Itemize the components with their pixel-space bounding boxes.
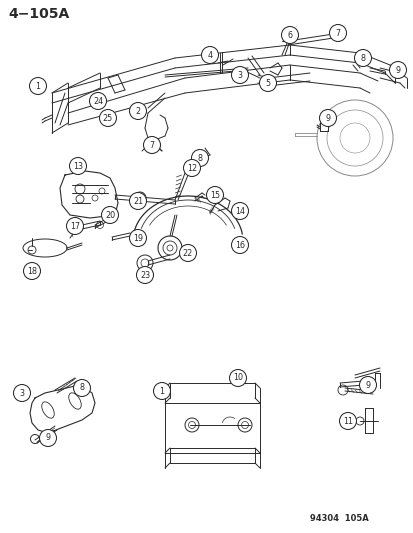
Text: 18: 18 — [27, 266, 37, 276]
Text: 24: 24 — [93, 96, 103, 106]
Circle shape — [329, 25, 346, 42]
Circle shape — [143, 136, 160, 154]
Text: 8: 8 — [360, 53, 365, 62]
Circle shape — [129, 230, 146, 246]
Circle shape — [201, 46, 218, 63]
Circle shape — [206, 187, 223, 204]
Text: 23: 23 — [140, 271, 150, 279]
Circle shape — [69, 157, 86, 174]
Text: 12: 12 — [187, 164, 197, 173]
Text: 6: 6 — [287, 30, 292, 39]
Text: 3: 3 — [237, 70, 242, 79]
Circle shape — [74, 379, 90, 397]
Text: 2: 2 — [135, 107, 140, 116]
Circle shape — [101, 206, 118, 223]
Circle shape — [259, 75, 276, 92]
Circle shape — [231, 237, 248, 254]
Circle shape — [319, 109, 336, 126]
Circle shape — [89, 93, 106, 109]
Circle shape — [231, 203, 248, 220]
Text: 4: 4 — [207, 51, 212, 60]
Text: 7: 7 — [335, 28, 340, 37]
Circle shape — [136, 266, 153, 284]
Circle shape — [354, 50, 370, 67]
Circle shape — [191, 149, 208, 166]
Text: 21: 21 — [133, 197, 143, 206]
Circle shape — [183, 159, 200, 176]
Circle shape — [231, 67, 248, 84]
Circle shape — [39, 430, 56, 447]
Text: 22: 22 — [183, 248, 192, 257]
Text: 9: 9 — [45, 433, 50, 442]
Circle shape — [129, 192, 146, 209]
Text: 13: 13 — [73, 161, 83, 171]
Text: 19: 19 — [133, 233, 143, 243]
Text: 8: 8 — [197, 154, 202, 163]
Text: 8: 8 — [79, 384, 84, 392]
Text: 14: 14 — [235, 206, 244, 215]
Text: 25: 25 — [102, 114, 113, 123]
Circle shape — [358, 376, 375, 393]
Text: 7: 7 — [149, 141, 154, 149]
Text: 9: 9 — [325, 114, 330, 123]
Circle shape — [153, 383, 170, 400]
Circle shape — [24, 262, 40, 279]
Circle shape — [179, 245, 196, 262]
Circle shape — [14, 384, 31, 401]
Text: 5: 5 — [265, 78, 270, 87]
Text: 9: 9 — [394, 66, 400, 75]
Text: 1: 1 — [159, 386, 164, 395]
Circle shape — [389, 61, 406, 78]
Text: 16: 16 — [235, 240, 244, 249]
Text: 4−105A: 4−105A — [8, 7, 69, 21]
Text: 3: 3 — [19, 389, 24, 398]
Circle shape — [229, 369, 246, 386]
Text: 94304  105A: 94304 105A — [309, 514, 368, 523]
Text: 20: 20 — [104, 211, 115, 220]
Text: 15: 15 — [209, 190, 220, 199]
Circle shape — [99, 109, 116, 126]
Circle shape — [281, 27, 298, 44]
Circle shape — [29, 77, 46, 94]
Text: 11: 11 — [342, 416, 352, 425]
Text: 9: 9 — [365, 381, 370, 390]
Text: 1: 1 — [36, 82, 40, 91]
Circle shape — [66, 217, 83, 235]
Text: 10: 10 — [233, 374, 242, 383]
Circle shape — [339, 413, 356, 430]
Circle shape — [129, 102, 146, 119]
Text: 17: 17 — [70, 222, 80, 230]
